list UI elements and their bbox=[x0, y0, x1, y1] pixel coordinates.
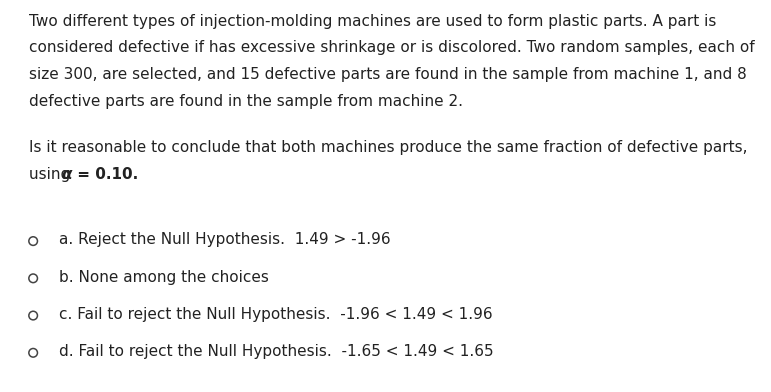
Text: a. Reject the Null Hypothesis.  1.49 > -1.96: a. Reject the Null Hypothesis. 1.49 > -1… bbox=[59, 232, 390, 247]
Text: using: using bbox=[29, 167, 76, 181]
Text: = 0.10.: = 0.10. bbox=[72, 167, 138, 181]
Text: considered defective if has excessive shrinkage or is discolored. Two random sam: considered defective if has excessive sh… bbox=[29, 40, 755, 55]
Text: defective parts are found in the sample from machine 2.: defective parts are found in the sample … bbox=[29, 94, 463, 109]
Text: d. Fail to reject the Null Hypothesis.  -1.65 < 1.49 < 1.65: d. Fail to reject the Null Hypothesis. -… bbox=[59, 344, 493, 359]
Text: c. Fail to reject the Null Hypothesis.  -1.96 < 1.49 < 1.96: c. Fail to reject the Null Hypothesis. -… bbox=[59, 307, 492, 322]
Text: α: α bbox=[62, 167, 72, 181]
Text: b. None among the choices: b. None among the choices bbox=[59, 270, 268, 285]
Text: Two different types of injection-molding machines are used to form plastic parts: Two different types of injection-molding… bbox=[29, 14, 717, 29]
Text: size 300, are selected, and 15 defective parts are found in the sample from mach: size 300, are selected, and 15 defective… bbox=[29, 67, 747, 82]
Text: Is it reasonable to conclude that both machines produce the same fraction of def: Is it reasonable to conclude that both m… bbox=[29, 140, 748, 155]
